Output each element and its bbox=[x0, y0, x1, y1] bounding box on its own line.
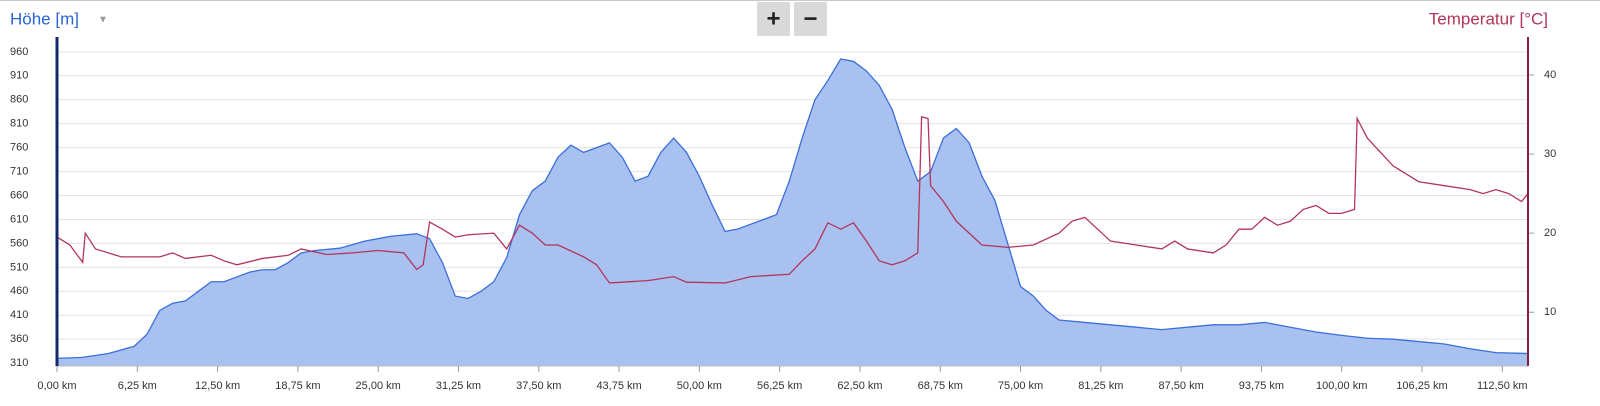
x-tick-label: 106,25 km bbox=[1396, 380, 1447, 392]
x-tick-label: 43,75 km bbox=[596, 380, 641, 392]
zoom-in-label[interactable]: + bbox=[766, 5, 780, 32]
y-tick-label: 560 bbox=[10, 237, 28, 249]
y-tick-label: 310 bbox=[10, 357, 28, 369]
x-tick-label: 12,50 km bbox=[195, 380, 240, 392]
y-tick-label: 660 bbox=[10, 189, 28, 201]
y-tick-label: 710 bbox=[10, 165, 28, 177]
zoom-out-button[interactable] bbox=[794, 2, 827, 36]
y-tick-label: 860 bbox=[10, 94, 28, 106]
x-tick-label: 100,00 km bbox=[1316, 380, 1367, 392]
x-tick-label: 81,25 km bbox=[1078, 380, 1123, 392]
y-tick-label: 360 bbox=[10, 333, 28, 345]
y-tick-label: 960 bbox=[10, 46, 28, 58]
elevation-line bbox=[56, 58, 1529, 359]
x-tick-label: 31,25 km bbox=[436, 380, 481, 392]
x-tick-label: 93,75 km bbox=[1239, 380, 1284, 392]
temperature-line bbox=[56, 115, 1529, 284]
y2-tick-label: 10 bbox=[1544, 306, 1556, 318]
x-tick-label: 25,00 km bbox=[356, 380, 401, 392]
dropdown-icon[interactable]: ▼ bbox=[98, 15, 108, 26]
x-tick-label: 87,50 km bbox=[1159, 380, 1204, 392]
y-tick-label: 460 bbox=[10, 285, 28, 297]
x-tick-label: 112,50 km bbox=[1477, 380, 1528, 392]
x-tick-label: 75,00 km bbox=[998, 380, 1043, 392]
zoom-in-button[interactable] bbox=[757, 2, 790, 36]
y2-tick-label: 20 bbox=[1544, 227, 1556, 239]
x-tick-label: 62,50 km bbox=[837, 380, 882, 392]
y2-tick-label: 40 bbox=[1544, 69, 1556, 81]
x-tick-label: 68,75 km bbox=[918, 380, 963, 392]
zoom-out-label[interactable]: − bbox=[803, 5, 817, 32]
elevation-area bbox=[57, 59, 1528, 366]
x-tick-label: 50,00 km bbox=[677, 380, 722, 392]
x-tick-label: 0,00 km bbox=[37, 380, 76, 392]
x-tick-label: 18,75 km bbox=[275, 380, 320, 392]
y2-tick-label: 30 bbox=[1544, 148, 1556, 160]
x-tick-label: 56,25 km bbox=[757, 380, 802, 392]
y-tick-label: 910 bbox=[10, 70, 28, 82]
y2-axis-title: Temperatur [°C] bbox=[1429, 9, 1548, 28]
y-axis-title: Höhe [m] bbox=[10, 9, 79, 28]
x-tick-label: 6,25 km bbox=[118, 380, 157, 392]
y-tick-label: 610 bbox=[10, 213, 28, 225]
y-tick-label: 410 bbox=[10, 309, 28, 321]
y-tick-label: 760 bbox=[10, 142, 28, 154]
y-tick-label: 810 bbox=[10, 118, 28, 130]
y-tick-label: 510 bbox=[10, 261, 28, 273]
x-tick-label: 37,50 km bbox=[516, 380, 561, 392]
